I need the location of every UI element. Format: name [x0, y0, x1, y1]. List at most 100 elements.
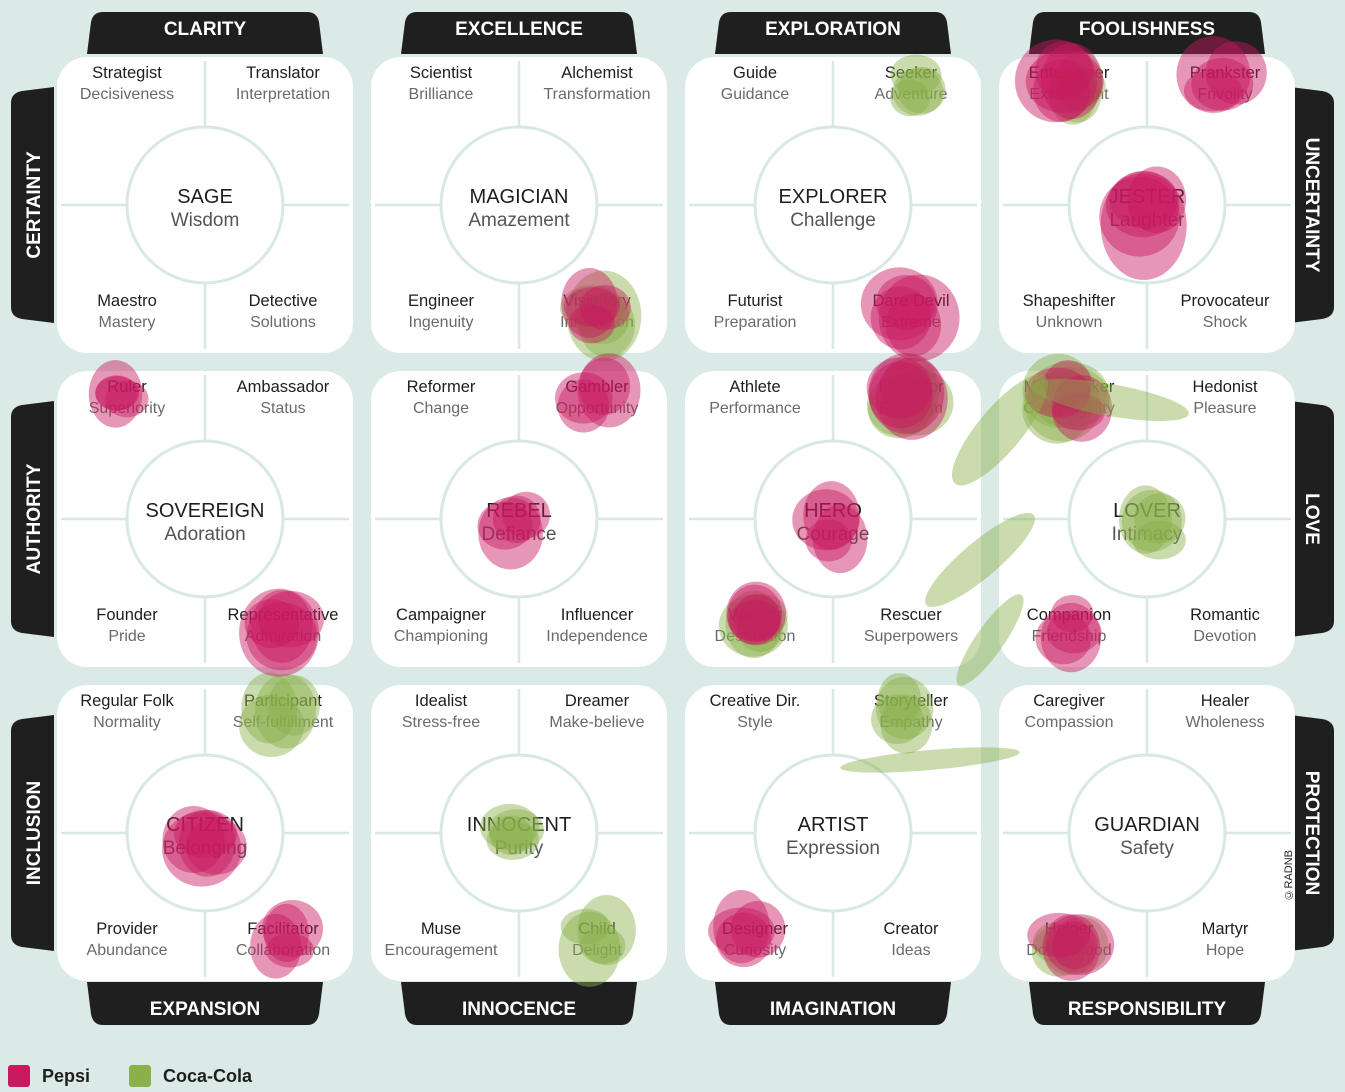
sub-archetype-trait: Superiority [89, 400, 165, 417]
pepsi-blob-sovereign-ruler [88, 360, 149, 428]
sub-archetype-trait: Stress-free [402, 714, 480, 731]
sub-archetype-trait: Preparation [714, 314, 797, 331]
archetype-desire: Challenge [790, 210, 876, 231]
pepsi-blob-hero-core [792, 481, 868, 574]
sub-archetype-trait: Superpowers [864, 628, 958, 645]
right-tab-love: LOVE [1290, 401, 1334, 637]
archetype-desire: Courage [797, 524, 870, 545]
right-tab-protection: PROTECTION [1290, 715, 1334, 951]
sub-archetype-trait: Innovation [560, 314, 634, 331]
bottom-tab-label: RESPONSIBILITY [1068, 999, 1227, 1020]
sub-archetype-romantic: Romantic [1190, 606, 1260, 624]
top-tab-foolishness: FOOLISHNESS [1029, 12, 1265, 54]
sub-archetype-companion: Companion [1027, 606, 1111, 624]
archetype-desire: Adoration [164, 524, 245, 545]
archetype-desire: Wisdom [171, 210, 240, 231]
pepsi-blob-lover-matchmaker [1024, 360, 1113, 442]
sub-archetype-trait: Admiration [245, 628, 321, 645]
sub-archetype-rescuer: Rescuer [880, 606, 942, 624]
sub-archetype-trait: Ideas [891, 942, 930, 959]
sub-archetype-hedonist: Hedonist [1192, 378, 1258, 396]
pepsi-blob-magician-visionary [561, 268, 631, 344]
sub-archetype-trait: Status [260, 400, 305, 417]
tabs-layer: CLARITY EXCELLENCE EXPLORATION FOOLISHNESS E… [11, 12, 1334, 1025]
sub-archetype-participant: Participant [244, 692, 322, 710]
left-tab-certainty: CERTAINTY [11, 87, 54, 323]
sub-archetype-trait: Devotion [1193, 628, 1256, 645]
archetype-name: JESTER [1109, 186, 1186, 208]
sub-archetype-healer: Healer [1201, 692, 1250, 710]
pepsi-blob-hero-liberator [866, 353, 948, 440]
archetype-desire: Purity [495, 838, 544, 859]
pepsi-swatch-icon [8, 1065, 30, 1087]
top-tab-label: EXCELLENCE [455, 19, 583, 40]
sub-archetype-detective: Detective [249, 292, 318, 310]
coca-cola-blob-guardian-helper [1031, 916, 1109, 977]
sub-archetype-trait: Excitement [1029, 86, 1109, 103]
pepsi-blob-lover-companion [1035, 594, 1102, 673]
sub-archetype-trait: Wholeness [1185, 714, 1264, 731]
sub-archetype-storyteller: Storyteller [874, 692, 949, 710]
sub-archetype-seeker: Seeker [885, 64, 938, 82]
left-tab-authority: AUTHORITY [11, 401, 54, 637]
coca-cola-swatch-icon [129, 1065, 151, 1087]
sub-archetype-trait: Extreme [881, 314, 941, 331]
sub-archetype-trait: Curiosity [724, 942, 786, 959]
sub-archetype-trait: Pride [108, 628, 145, 645]
archetype-desire: Laughter [1109, 210, 1185, 231]
archetype-card-magician [371, 57, 667, 353]
sub-archetype-trait: Independence [546, 628, 648, 645]
top-tab-label: EXPLORATION [765, 19, 901, 40]
sub-archetype-provider: Provider [96, 920, 158, 938]
sub-archetype-ruler: Ruler [107, 378, 147, 396]
sub-archetype-dreamer: Dreamer [565, 692, 630, 710]
pepsi-blob-sovereign-representative [239, 588, 324, 677]
archetype-name: HERO [804, 500, 862, 522]
legend-coca-cola-label: Coca-Cola [163, 1065, 253, 1086]
sub-archetype-trait: Adventure [875, 86, 948, 103]
coca-cola-blob-lover-core [1119, 485, 1186, 560]
archetype-name: SOVEREIGN [146, 500, 265, 522]
sub-archetype-trait: Frivolity [1197, 86, 1252, 103]
sub-archetype-muse: Muse [421, 920, 461, 938]
sub-archetype-trait: Self-fulfillment [233, 714, 334, 731]
archetype-card-hero [685, 371, 981, 667]
archetype-desire: Safety [1120, 838, 1174, 859]
sub-archetype-warrior: Warrior [728, 606, 782, 624]
sub-archetype-trait: Shock [1203, 314, 1248, 331]
coca-cola-blob-lover-matchmaker [1022, 353, 1110, 444]
sub-archetype-guide: Guide [733, 64, 777, 82]
sub-archetype-trait: Empathy [879, 714, 942, 731]
sub-archetype-shapeshifter: Shapeshifter [1023, 292, 1116, 310]
sub-archetype-alchemist: Alchemist [561, 64, 633, 82]
sub-archetype-trait: Unknown [1036, 314, 1103, 331]
sub-archetype-trait: Pleasure [1193, 400, 1256, 417]
coca-cola-blob-artist-storyteller [871, 673, 934, 754]
sub-archetype-visionary: Visionary [563, 292, 631, 310]
archetype-name: CITIZEN [166, 814, 244, 836]
sub-archetype-provocateur: Provocateur [1181, 292, 1270, 310]
coca-cola-blob-jester-entertainer [1048, 51, 1106, 125]
sub-archetype-trait: Performance [709, 400, 801, 417]
bottom-tab-label: INNOCENCE [462, 999, 576, 1020]
left-tab-inclusion: INCLUSION [11, 715, 54, 951]
archetype-card-guardian [999, 685, 1295, 981]
coca-cola-blob-hero-warrior [718, 590, 788, 659]
pepsi-blob-rebel-gambler [554, 353, 641, 433]
sub-archetype-trait: Transformation [544, 86, 651, 103]
sub-archetype-translator: Translator [246, 64, 320, 82]
bottom-tab-innocence: INNOCENCE [401, 982, 637, 1025]
sub-archetype-scientist: Scientist [410, 64, 473, 82]
sub-archetype-idealist: Idealist [415, 692, 468, 710]
coca-cola-streaks [840, 374, 1189, 773]
sub-archetype-trait: Compassion [1025, 714, 1114, 731]
pepsi-blob-artist-designer [708, 889, 786, 968]
archetype-desire: Expression [786, 838, 880, 859]
coca-cola-blob-hero-liberator [866, 354, 954, 439]
